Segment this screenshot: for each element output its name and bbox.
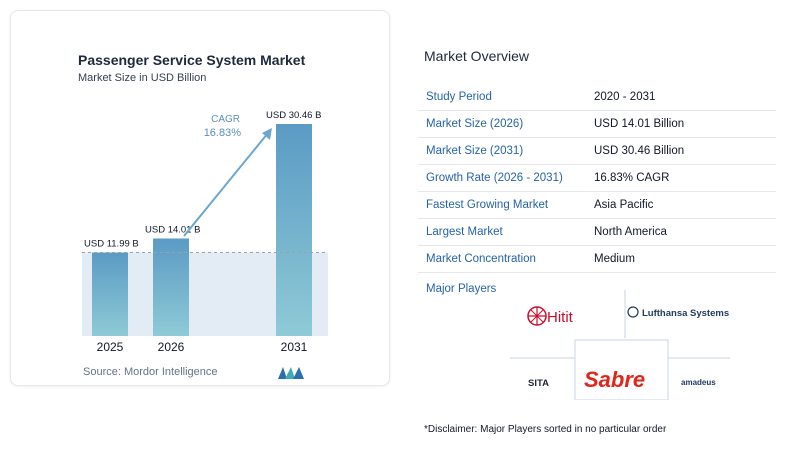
major-players-title: Major Players [426,283,497,295]
major-players-logos: Hitit Lufthansa Systems SITA Sabre amade… [510,290,730,400]
row-value: Asia Pacific [594,199,654,211]
sabre-logo: Sabre [584,367,645,392]
bar [276,124,312,336]
lufthansa-systems-logo: Lufthansa Systems [627,306,729,319]
row-value: North America [594,226,667,238]
row-label: Market Size (2031) [426,145,524,157]
row-value: USD 30.46 Billion [594,145,685,157]
table-row: Market Size (2026) USD 14.01 Billion [418,111,776,138]
hitit-name: Hitit [547,309,574,326]
bar [92,252,128,336]
row-label: Study Period [426,91,492,103]
table-row: Largest Market North America [418,219,776,246]
overview-table: Study Period 2020 - 2031 Market Size (20… [418,84,776,273]
cagr-value: 16.83% [204,127,242,139]
table-row: Growth Rate (2026 - 2031) 16.83% CAGR [418,165,776,192]
sita-logo: SITA [528,378,549,389]
amadeus-logo: amadeus [681,378,716,387]
disclaimer: *Disclaimer: Major Players sorted in no … [424,424,667,435]
row-label: Growth Rate (2026 - 2031) [426,172,563,184]
table-row: Study Period 2020 - 2031 [418,84,776,111]
row-value: Medium [594,253,635,265]
chart-subtitle: Market Size in USD Billion [78,72,207,84]
row-label: Largest Market [426,226,503,238]
lufthansa-systems-name: Lufthansa Systems [642,308,729,319]
source-note: Source: Mordor Intelligence [83,366,218,378]
data-label: USD 11.99 B [84,239,139,250]
table-row: Market Concentration Medium [418,246,776,273]
bar-chart: USD 11.99 B 2025 USD 14.01 B 2026 USD 30.46 … [82,110,328,354]
row-label: Market Concentration [426,253,536,265]
x-tick-label: 2026 [158,340,185,354]
row-value: USD 14.01 Billion [594,118,685,130]
row-value: 16.83% CAGR [594,172,670,184]
row-value: 2020 - 2031 [594,91,656,103]
x-tick-label: 2025 [97,340,124,354]
cagr-arrowhead [262,128,272,140]
table-row: Fastest Growing Market Asia Pacific [418,192,776,219]
bar [153,238,189,336]
market-overview-title: Market Overview [424,48,530,64]
data-label: USD 30.46 B [266,110,321,121]
cagr-label: CAGR [211,114,240,125]
mordor-intelligence-logo [278,367,304,379]
chart-title: Passenger Service System Market [78,52,306,68]
row-label: Fastest Growing Market [426,199,549,211]
cagr-arrow [183,132,269,237]
hitit-logo: Hitit [527,306,574,326]
data-label: USD 14.01 B [145,224,200,235]
table-row: Market Size (2031) USD 30.46 Billion [418,138,776,165]
x-tick-label: 2031 [281,340,308,354]
row-label: Market Size (2026) [426,118,524,130]
